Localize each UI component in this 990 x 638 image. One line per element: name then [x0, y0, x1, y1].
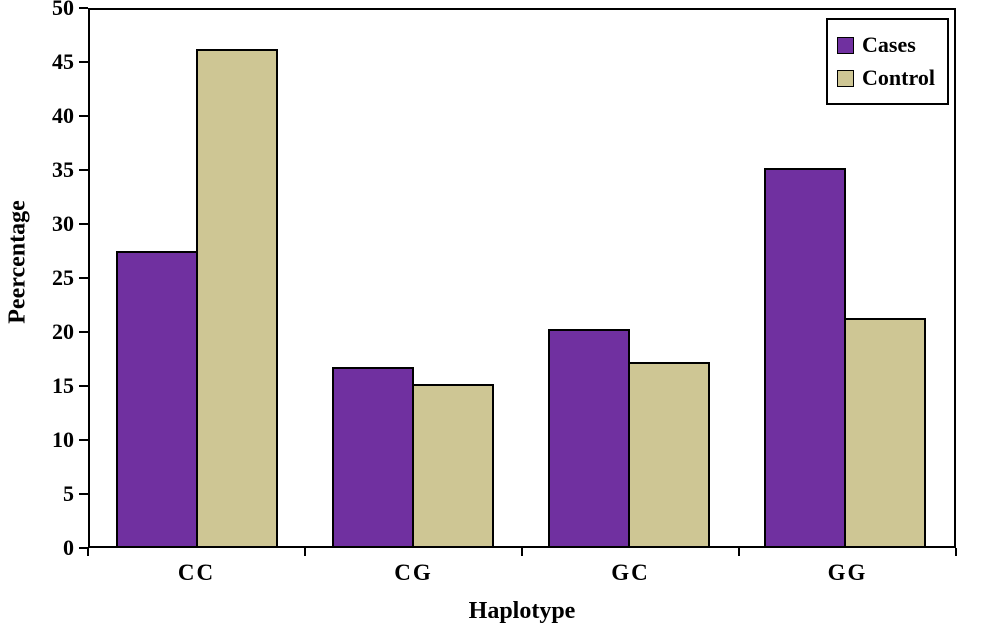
- x-tick-mark: [955, 548, 957, 556]
- x-category-label: CG: [394, 560, 433, 585]
- y-tick-mark: [79, 385, 88, 387]
- y-tick-label: 45: [52, 49, 74, 74]
- bar-cases-cg: [332, 367, 414, 546]
- y-tick-label: 10: [52, 427, 74, 452]
- bar-cases-cc: [116, 251, 198, 546]
- y-tick-label: 35: [52, 157, 74, 182]
- x-tick-mark: [304, 548, 306, 556]
- x-category-label: GC: [611, 560, 650, 585]
- bar-control-cc: [196, 49, 278, 546]
- legend-entry-cases: Cases: [837, 32, 935, 58]
- x-tick-mark: [521, 548, 523, 556]
- y-tick-label: 5: [63, 481, 74, 506]
- y-tick-label: 30: [52, 211, 74, 236]
- y-tick-mark: [79, 547, 88, 549]
- y-tick-mark: [79, 61, 88, 63]
- legend-label-cases: Cases: [862, 32, 916, 57]
- plot-area: [88, 8, 956, 548]
- legend-swatch-control: [837, 69, 854, 87]
- y-tick-label: 25: [52, 265, 74, 290]
- x-axis-title: Haplotype: [468, 598, 576, 624]
- bar-control-gg: [844, 318, 926, 546]
- y-tick-mark: [79, 331, 88, 333]
- y-tick-label: 40: [52, 103, 74, 128]
- bar-control-gc: [628, 362, 710, 546]
- legend: Cases Control: [826, 18, 949, 105]
- x-tick-mark: [738, 548, 740, 556]
- x-tick-mark: [87, 548, 89, 556]
- legend-swatch-cases: [837, 36, 854, 54]
- y-tick-mark: [79, 493, 88, 495]
- y-tick-mark: [79, 277, 88, 279]
- y-tick-mark: [79, 7, 88, 9]
- legend-entry-control: Control: [837, 65, 935, 91]
- bar-control-cg: [412, 384, 494, 546]
- bar-cases-gg: [764, 168, 846, 546]
- y-tick-label: 15: [52, 373, 74, 398]
- y-tick-label: 50: [52, 0, 74, 20]
- y-tick-mark: [79, 439, 88, 441]
- y-tick-label: 20: [52, 319, 74, 344]
- bar-cases-gc: [548, 329, 630, 546]
- legend-label-control: Control: [862, 65, 935, 90]
- y-tick-label: 0: [63, 535, 74, 560]
- y-tick-mark: [79, 115, 88, 117]
- y-tick-mark: [79, 169, 88, 171]
- x-category-label: GG: [827, 560, 868, 585]
- x-category-label: CC: [177, 560, 216, 585]
- y-tick-mark: [79, 223, 88, 225]
